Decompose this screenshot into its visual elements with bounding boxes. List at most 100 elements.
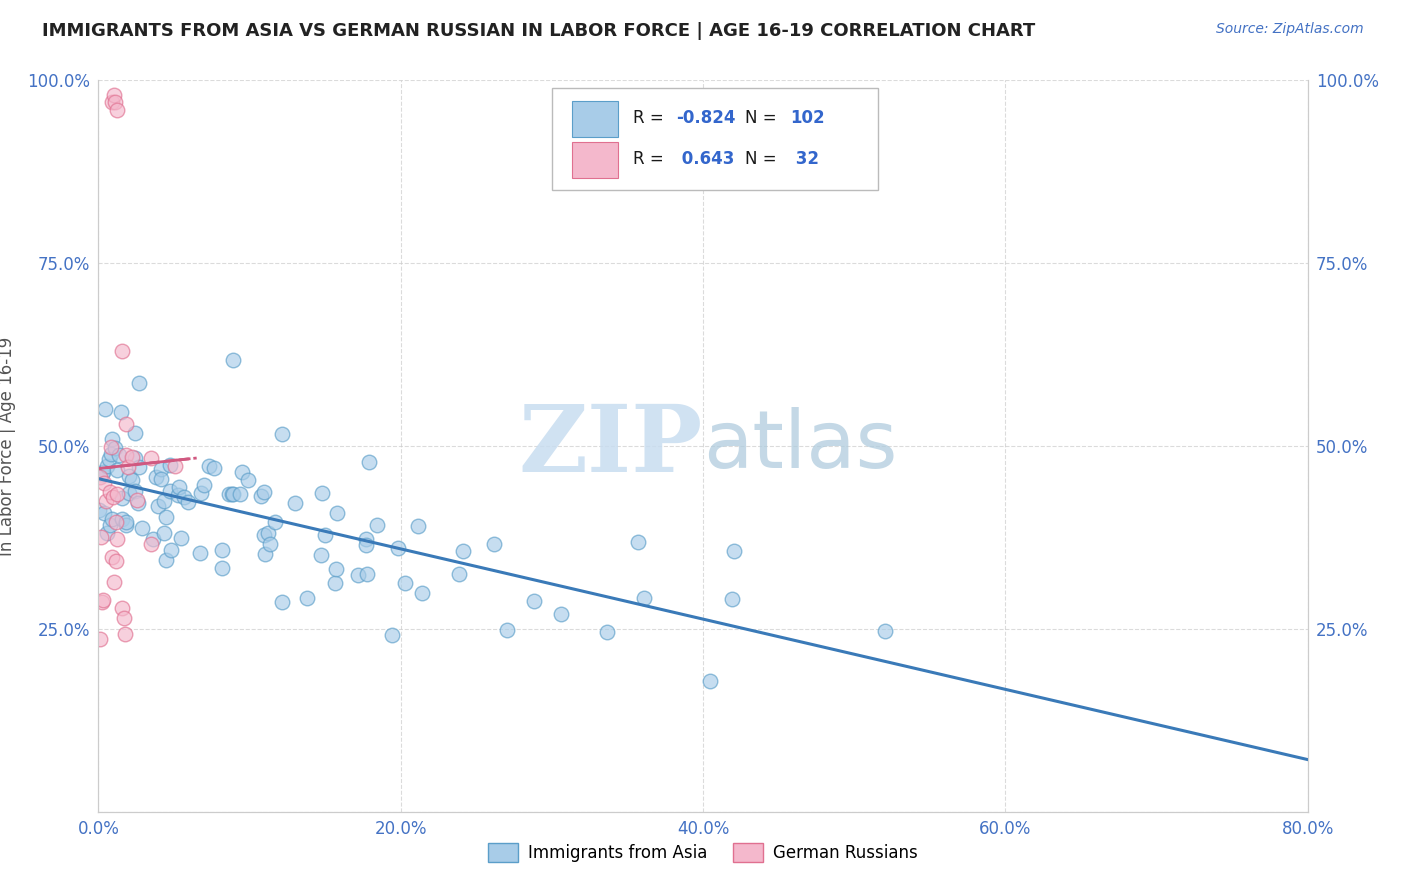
Point	[257, 526, 280, 541]
Point	[110, 491, 132, 505]
Point	[176, 495, 198, 509]
Point	[211, 561, 233, 575]
Point	[111, 343, 134, 358]
Point	[153, 525, 176, 540]
Point	[104, 515, 127, 529]
Point	[91, 465, 114, 479]
Point	[98, 451, 121, 466]
Point	[131, 520, 153, 534]
Point	[124, 483, 146, 498]
Point	[259, 536, 281, 550]
Point	[118, 486, 141, 500]
Point	[124, 426, 146, 441]
Text: Source: ZipAtlas.com: Source: ZipAtlas.com	[1216, 22, 1364, 37]
Point	[101, 95, 124, 110]
Point	[323, 576, 346, 591]
Point	[148, 499, 170, 513]
Point	[155, 553, 177, 567]
Point	[100, 484, 122, 499]
Point	[141, 450, 163, 465]
FancyBboxPatch shape	[551, 87, 879, 190]
Point	[218, 486, 240, 500]
Point	[366, 517, 388, 532]
Point	[90, 531, 112, 545]
Point	[451, 543, 474, 558]
Point	[221, 487, 243, 501]
Point	[721, 591, 744, 606]
Point	[139, 537, 162, 551]
Point	[449, 567, 471, 582]
Point	[90, 595, 112, 609]
Point	[627, 535, 650, 549]
Point	[173, 490, 195, 504]
Point	[101, 433, 124, 447]
Point	[115, 448, 138, 462]
Point	[150, 472, 173, 486]
Text: 102: 102	[790, 110, 825, 128]
Point	[111, 511, 134, 525]
Point	[231, 465, 253, 479]
Point	[193, 478, 215, 492]
Point	[253, 485, 276, 500]
Point	[357, 455, 380, 469]
Point	[93, 476, 115, 491]
Point	[108, 448, 131, 462]
Point	[145, 470, 167, 484]
Point	[125, 493, 148, 508]
Point	[149, 462, 172, 476]
Point	[103, 87, 125, 102]
Point	[100, 440, 122, 454]
Bar	[572, 143, 619, 178]
Point	[104, 554, 127, 568]
Point	[222, 353, 245, 368]
Point	[101, 512, 124, 526]
Point	[114, 518, 136, 533]
Point	[103, 575, 125, 590]
Point	[96, 458, 118, 473]
Point	[115, 515, 138, 529]
Point	[111, 600, 134, 615]
Point	[523, 594, 546, 608]
Text: N =: N =	[745, 110, 782, 128]
Point	[104, 95, 127, 110]
Point	[356, 566, 378, 581]
Point	[121, 450, 143, 464]
Point	[411, 586, 433, 600]
Point	[297, 591, 319, 605]
Point	[114, 627, 136, 641]
Text: IMMIGRANTS FROM ASIA VS GERMAN RUSSIAN IN LABOR FORCE | AGE 16-19 CORRELATION CH: IMMIGRANTS FROM ASIA VS GERMAN RUSSIAN I…	[42, 22, 1035, 40]
Point	[103, 490, 125, 504]
Point	[484, 536, 506, 550]
Text: -0.824: -0.824	[676, 110, 735, 128]
Point	[121, 473, 143, 487]
Point	[89, 503, 111, 517]
Point	[91, 467, 114, 482]
Point	[117, 459, 139, 474]
Point	[93, 506, 115, 520]
Point	[394, 576, 416, 591]
Text: N =: N =	[745, 150, 782, 169]
Point	[264, 515, 287, 529]
Point	[94, 402, 117, 417]
Point	[155, 510, 177, 524]
Point	[96, 525, 118, 540]
Point	[354, 532, 377, 546]
Point	[115, 417, 138, 432]
Y-axis label: In Labor Force | Age 16-19: In Labor Force | Age 16-19	[0, 336, 15, 556]
Text: R =: R =	[633, 110, 669, 128]
Point	[190, 486, 212, 500]
Point	[550, 607, 572, 621]
Point	[314, 528, 336, 542]
Point	[128, 460, 150, 475]
Point	[211, 543, 233, 558]
Point	[271, 595, 294, 609]
Point	[311, 485, 333, 500]
Point	[596, 624, 619, 639]
Point	[124, 451, 146, 466]
Text: atlas: atlas	[703, 407, 897, 485]
Point	[100, 447, 122, 461]
Point	[128, 376, 150, 390]
Point	[105, 463, 128, 477]
Point	[250, 489, 273, 503]
Point	[236, 474, 259, 488]
